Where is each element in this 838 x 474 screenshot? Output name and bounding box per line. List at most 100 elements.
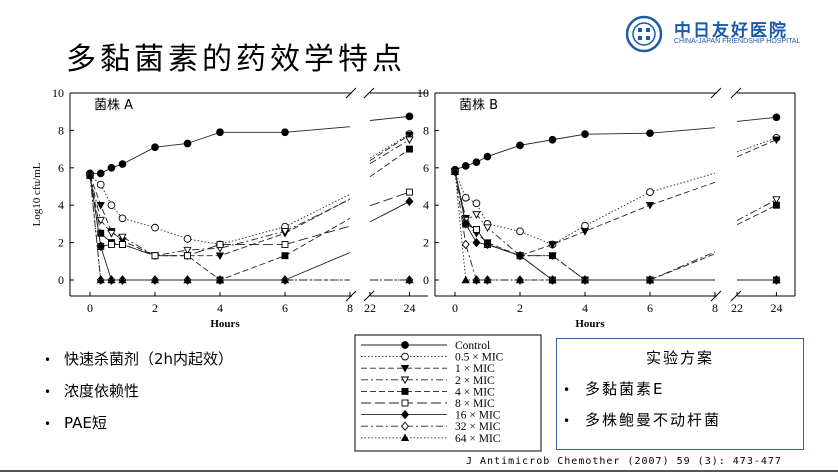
series-line-break xyxy=(369,139,410,164)
data-point xyxy=(405,275,414,284)
series-line-tail xyxy=(649,172,716,193)
series-line xyxy=(89,175,286,257)
protocol-title: 实验方案 xyxy=(645,349,714,367)
x-axis-label: Hours xyxy=(575,318,605,330)
data-point xyxy=(772,275,781,284)
data-point xyxy=(646,188,654,196)
series-line-break xyxy=(736,137,777,153)
data-point xyxy=(461,193,470,202)
hospital-emblem-icon xyxy=(625,15,663,53)
legend-marker xyxy=(401,387,409,395)
y-tick-label: 2 xyxy=(423,236,429,250)
data-point xyxy=(772,136,781,145)
x-tick-label: 6 xyxy=(647,301,653,315)
panel-label: 菌株 B xyxy=(459,98,498,113)
data-point xyxy=(107,241,115,248)
data-point xyxy=(96,275,105,284)
data-point xyxy=(216,128,224,137)
series-line xyxy=(89,174,286,245)
data-point xyxy=(96,216,105,225)
data-point xyxy=(580,275,590,284)
series-line-tail xyxy=(284,193,351,228)
legend-marker xyxy=(401,341,409,349)
data-point xyxy=(215,275,225,284)
y-tick-label: 0 xyxy=(423,273,429,287)
series-line-tail xyxy=(284,252,351,281)
series-line-break xyxy=(736,199,777,221)
x-tick-label: 2 xyxy=(517,301,523,315)
data-point xyxy=(461,275,470,284)
y-axis-label: Log10 cfu/mL xyxy=(31,162,43,226)
bullet-item: • PAE短 xyxy=(44,414,107,432)
data-point xyxy=(515,275,525,284)
series-line-tail xyxy=(284,198,351,234)
data-point xyxy=(483,239,492,250)
data-point xyxy=(151,223,159,232)
data-point xyxy=(772,113,781,122)
x-tick-label: 4 xyxy=(217,301,223,315)
logo-text-cn: 中日友好医院 xyxy=(674,21,788,41)
legend-marker xyxy=(400,433,410,442)
series-line-tail xyxy=(284,126,351,133)
y-tick-label: 6 xyxy=(58,161,64,175)
data-point xyxy=(97,229,105,237)
data-point xyxy=(516,250,524,261)
legend-marker xyxy=(400,364,410,373)
page-title: 多黏菌素的药效学特点 xyxy=(66,42,406,77)
data-point xyxy=(118,160,127,168)
data-point xyxy=(85,170,95,179)
data-point xyxy=(216,241,224,248)
series-line-break xyxy=(736,139,777,158)
data-point xyxy=(118,214,127,223)
series-line xyxy=(89,175,286,281)
y-tick-label: 10 xyxy=(417,86,429,100)
data-point xyxy=(405,196,414,207)
data-point xyxy=(118,233,127,242)
data-point xyxy=(183,246,192,255)
axis-break-mark xyxy=(363,87,375,99)
protocol-item-text: 多株鲍曼不动杆菌 xyxy=(585,411,722,429)
data-point xyxy=(280,228,290,236)
legend-label: Control xyxy=(455,340,490,352)
data-point xyxy=(281,241,289,248)
data-point xyxy=(119,241,126,248)
x-tick-label: 0 xyxy=(87,301,93,315)
data-point xyxy=(645,275,655,284)
legend-label: 16 × MIC xyxy=(455,410,501,422)
x-tick-label: 6 xyxy=(282,301,288,315)
legend-label: 0.5 × MIC xyxy=(455,352,504,364)
legend-marker xyxy=(401,421,409,431)
data-point xyxy=(483,224,492,232)
axis-break-mark xyxy=(345,87,357,99)
bullet-item: • 快速杀菌剂（2h内起效） xyxy=(44,350,234,368)
data-point xyxy=(405,112,414,121)
data-point xyxy=(472,211,481,219)
series-line-tail xyxy=(284,198,351,232)
legend-marker xyxy=(401,409,409,420)
series-line-break xyxy=(736,116,777,122)
bullet-text: PAE短 xyxy=(64,414,107,432)
protocol-item: • 多黏菌素E xyxy=(563,380,665,398)
y-tick-label: 10 xyxy=(52,86,64,100)
data-point xyxy=(96,180,105,189)
bullet-item: • 浓度依赖性 xyxy=(44,382,140,400)
data-point xyxy=(472,158,481,167)
series-line-break xyxy=(369,148,410,178)
data-point xyxy=(151,143,159,152)
logo-text-en: CHINA-JAPAN FRIENDSHIP HOSPITAL xyxy=(674,38,801,45)
x-tick-label: 8 xyxy=(347,301,353,315)
series-line-tail xyxy=(284,225,351,245)
axis-break-mark xyxy=(345,290,357,302)
data-point xyxy=(183,235,192,243)
data-point xyxy=(405,131,414,140)
series-line-break xyxy=(369,133,410,159)
data-point xyxy=(473,226,480,233)
series-line-break xyxy=(736,204,777,226)
bullet-text: 浓度依赖性 xyxy=(64,382,140,400)
series-line-break xyxy=(369,201,410,223)
data-point xyxy=(96,169,105,178)
series-line-tail xyxy=(649,127,716,134)
data-point xyxy=(405,145,413,153)
x-tick-label: 8 xyxy=(712,301,718,315)
